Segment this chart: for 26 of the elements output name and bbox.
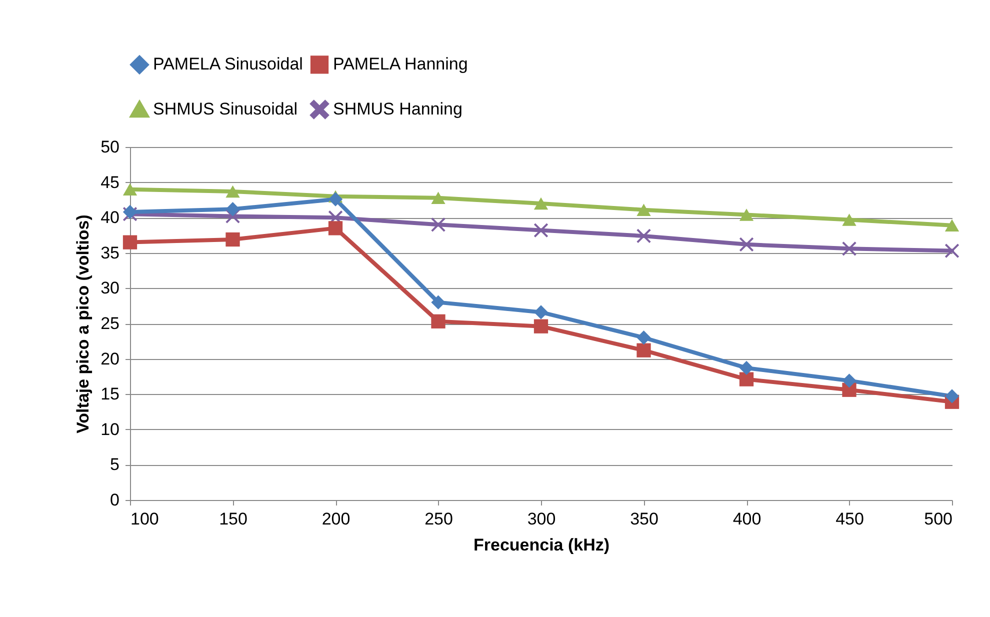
y-tick-label: 25 xyxy=(100,314,120,333)
x-tick-label: 150 xyxy=(219,510,248,528)
x-tick-label: 100 xyxy=(130,510,159,528)
y-tick-label: 15 xyxy=(100,384,120,404)
legend-label: PAMELA Sinusoidal xyxy=(153,54,303,74)
x-tick-label: 350 xyxy=(630,510,658,528)
x-tick-label: 250 xyxy=(424,510,453,528)
legend-label: PAMELA Hanning xyxy=(333,54,468,74)
x-tick-label: 400 xyxy=(732,510,762,528)
legend-label: SHMUS Sinusoidal xyxy=(153,100,298,118)
x-tick-label: 200 xyxy=(322,510,350,528)
y-tick-label: 45 xyxy=(100,172,120,192)
y-tick-label: 40 xyxy=(100,208,120,228)
y-tick-label: 30 xyxy=(100,278,120,298)
y-tick-label: 35 xyxy=(100,243,120,262)
y-tick-label: 5 xyxy=(110,455,120,474)
y-tick-label: 20 xyxy=(100,349,120,368)
y-axis-title: Voltaje pico a pico (voltios) xyxy=(74,214,93,434)
x-axis-title: Frecuencia (kHz) xyxy=(473,536,610,554)
x-tick-label: 500 xyxy=(924,510,952,528)
y-tick-label: 0 xyxy=(110,490,120,510)
x-tick-label: 300 xyxy=(527,510,556,528)
legend-label: SHMUS Hanning xyxy=(333,100,462,118)
x-tick-label: 450 xyxy=(836,510,864,528)
y-tick-label: 50 xyxy=(100,138,120,156)
y-tick-label: 10 xyxy=(100,420,120,439)
